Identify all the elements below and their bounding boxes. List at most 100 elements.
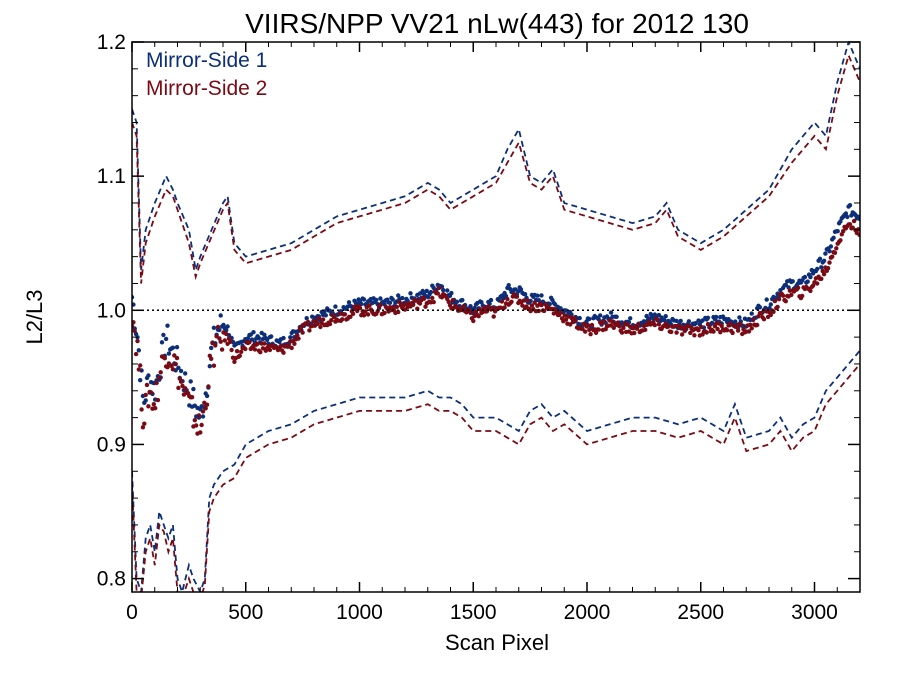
data-point (153, 406, 158, 411)
legend: Mirror-Side 1 Mirror-Side 2 (146, 49, 267, 100)
data-point (450, 298, 455, 303)
data-point (269, 334, 274, 339)
data-point (247, 340, 252, 345)
data-point (662, 317, 667, 323)
data-point (155, 397, 161, 403)
data-point (408, 291, 413, 296)
data-point (656, 322, 662, 327)
data-point (239, 349, 244, 354)
data-point (655, 317, 660, 322)
x-tick-label: 0 (126, 601, 138, 624)
data-point (157, 375, 162, 380)
data-point (219, 347, 225, 352)
chart-title: VIIRS/NPP VV21 nLw(443) for 2012 130 (245, 8, 749, 39)
data-point (521, 298, 526, 303)
data-point (229, 347, 234, 353)
data-point (251, 330, 256, 335)
data-point (851, 218, 857, 224)
data-point (476, 314, 481, 319)
data-point (288, 335, 293, 340)
x-tick-label: 500 (228, 601, 263, 624)
data-point (262, 341, 267, 346)
data-point (174, 345, 180, 350)
data-point (209, 356, 214, 361)
data-point (136, 367, 141, 372)
data-point (482, 305, 487, 311)
data-point (305, 319, 311, 325)
data-point (619, 330, 625, 335)
data-point (161, 332, 166, 338)
data-point (378, 302, 383, 308)
data-point (176, 385, 181, 391)
series-4-lower-bound (132, 349, 860, 592)
data-point (361, 297, 367, 302)
data-point (587, 327, 592, 332)
data-point (191, 386, 196, 392)
data-point (795, 285, 801, 290)
data-point (815, 281, 820, 286)
data-point (198, 430, 203, 435)
data-point (772, 298, 778, 304)
data-point (340, 317, 345, 322)
data-point (817, 256, 823, 261)
data-point (471, 318, 476, 324)
x-tick-label: 1500 (450, 601, 497, 624)
data-point (598, 313, 603, 318)
data-point (738, 322, 743, 327)
data-point (258, 350, 263, 355)
data-point (196, 413, 202, 418)
data-point (320, 317, 326, 322)
plot-frame (131, 41, 861, 593)
data-point (674, 318, 679, 324)
data-point (446, 299, 451, 305)
y-axis-label: L2/L3 (22, 289, 47, 344)
series-1-mean (132, 218, 860, 436)
data-point (162, 356, 167, 361)
data-point (585, 323, 591, 328)
data-point (138, 378, 143, 383)
data-point (757, 305, 763, 310)
data-point (730, 330, 735, 336)
data-point (436, 285, 442, 291)
data-point (617, 324, 622, 329)
data-point (318, 324, 323, 330)
data-point (652, 322, 657, 328)
data-point (132, 328, 137, 334)
data-point (834, 246, 839, 251)
data-point (790, 279, 795, 284)
data-point (435, 291, 440, 296)
data-point (543, 302, 548, 307)
data-point (827, 249, 832, 254)
data-point (529, 303, 535, 308)
data-point (596, 327, 601, 332)
data-point (838, 238, 843, 243)
data-point (780, 293, 786, 298)
data-point (357, 305, 363, 311)
x-axis-label: Scan Pixel (445, 630, 549, 655)
y-tick-label: 1.0 (97, 299, 126, 322)
data-point (488, 297, 494, 303)
data-point (737, 315, 742, 320)
data-point (142, 421, 147, 426)
data-point (502, 305, 507, 310)
data-point (256, 336, 262, 341)
data-point (749, 311, 754, 316)
data-point (331, 314, 337, 320)
data-point (514, 294, 520, 299)
data-point (204, 402, 210, 407)
data-point (217, 336, 222, 341)
data-point (173, 361, 178, 367)
data-point (821, 258, 827, 263)
data-point (170, 345, 176, 350)
data-point (686, 319, 692, 324)
data-point (267, 347, 273, 353)
data-point (397, 299, 402, 305)
data-point (856, 227, 860, 232)
data-point (479, 300, 484, 305)
data-point (218, 339, 223, 344)
data-point (746, 329, 752, 334)
data-point (200, 409, 206, 414)
x-tick-label: 2000 (564, 601, 611, 624)
data-point (189, 395, 195, 400)
